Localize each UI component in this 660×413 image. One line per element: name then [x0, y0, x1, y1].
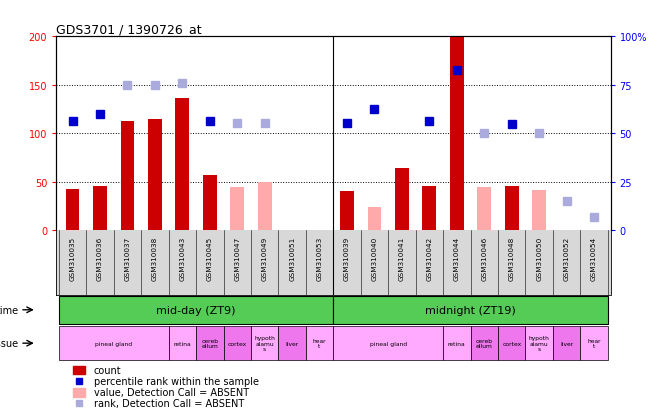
Text: GSM310054: GSM310054 [591, 236, 597, 280]
Text: cortex: cortex [502, 341, 521, 346]
Bar [505, 186, 519, 230]
Bar [230, 188, 244, 230]
Text: GSM310045: GSM310045 [207, 236, 213, 280]
FancyBboxPatch shape [525, 326, 553, 361]
FancyBboxPatch shape [553, 326, 580, 361]
FancyBboxPatch shape [443, 326, 471, 361]
Text: GSM310038: GSM310038 [152, 236, 158, 280]
FancyBboxPatch shape [333, 326, 443, 361]
Bar [203, 176, 216, 230]
Bar [422, 186, 436, 230]
Text: value, Detection Call = ABSENT: value, Detection Call = ABSENT [94, 387, 249, 397]
FancyBboxPatch shape [224, 326, 251, 361]
Text: GSM310050: GSM310050 [536, 236, 542, 280]
Text: GSM310040: GSM310040 [372, 236, 378, 280]
Text: GSM310053: GSM310053 [317, 236, 323, 280]
Bar [477, 188, 491, 230]
FancyBboxPatch shape [333, 296, 608, 324]
FancyBboxPatch shape [196, 326, 224, 361]
Text: GDS3701 / 1390726_at: GDS3701 / 1390726_at [56, 23, 202, 36]
Bar [66, 190, 79, 230]
Bar [93, 186, 107, 230]
Bar [340, 192, 354, 230]
Text: GSM310044: GSM310044 [454, 236, 460, 280]
FancyBboxPatch shape [279, 326, 306, 361]
Text: GSM310048: GSM310048 [509, 236, 515, 280]
Text: rank, Detection Call = ABSENT: rank, Detection Call = ABSENT [94, 398, 244, 408]
Bar [176, 99, 189, 230]
FancyBboxPatch shape [580, 326, 608, 361]
Bar [148, 119, 162, 230]
Text: GSM310051: GSM310051 [289, 236, 295, 280]
FancyBboxPatch shape [251, 326, 279, 361]
Text: liver: liver [560, 341, 574, 346]
Text: GSM310041: GSM310041 [399, 236, 405, 280]
FancyBboxPatch shape [59, 326, 168, 361]
Text: GSM310039: GSM310039 [344, 236, 350, 280]
Text: GSM310036: GSM310036 [97, 236, 103, 280]
Text: hear
t: hear t [313, 338, 327, 349]
Text: GSM310046: GSM310046 [481, 236, 487, 280]
FancyBboxPatch shape [471, 326, 498, 361]
Bar [258, 182, 271, 230]
Text: GSM310035: GSM310035 [69, 236, 75, 280]
Text: GSM310047: GSM310047 [234, 236, 240, 280]
Text: retina: retina [448, 341, 465, 346]
Text: GSM310037: GSM310037 [125, 236, 131, 280]
Text: cortex: cortex [228, 341, 247, 346]
Text: tissue: tissue [0, 338, 18, 348]
Bar [121, 121, 135, 230]
Bar [395, 169, 409, 230]
Text: percentile rank within the sample: percentile rank within the sample [94, 377, 259, 387]
Text: cereb
ellum: cereb ellum [476, 338, 493, 349]
Text: midnight (ZT19): midnight (ZT19) [425, 305, 516, 315]
Text: hypoth
alamu
s: hypoth alamu s [254, 336, 275, 351]
Text: hear
t: hear t [587, 338, 601, 349]
Text: cereb
ellum: cereb ellum [201, 338, 218, 349]
Text: count: count [94, 365, 121, 375]
FancyBboxPatch shape [59, 296, 333, 324]
Text: pineal gland: pineal gland [370, 341, 407, 346]
FancyBboxPatch shape [498, 326, 525, 361]
Text: mid-day (ZT9): mid-day (ZT9) [156, 305, 236, 315]
Text: pineal gland: pineal gland [95, 341, 132, 346]
Bar [368, 207, 381, 230]
FancyBboxPatch shape [306, 326, 333, 361]
Text: GSM310042: GSM310042 [426, 236, 432, 280]
Bar [450, 37, 464, 230]
Bar [73, 388, 85, 396]
Text: GSM310052: GSM310052 [564, 236, 570, 280]
Bar [532, 191, 546, 230]
Bar [73, 366, 85, 374]
Text: liver: liver [286, 341, 299, 346]
Text: retina: retina [174, 341, 191, 346]
FancyBboxPatch shape [168, 326, 196, 361]
Text: hypoth
alamu
s: hypoth alamu s [529, 336, 550, 351]
Text: GSM310043: GSM310043 [180, 236, 185, 280]
Text: GSM310049: GSM310049 [261, 236, 268, 280]
Text: time: time [0, 305, 18, 315]
